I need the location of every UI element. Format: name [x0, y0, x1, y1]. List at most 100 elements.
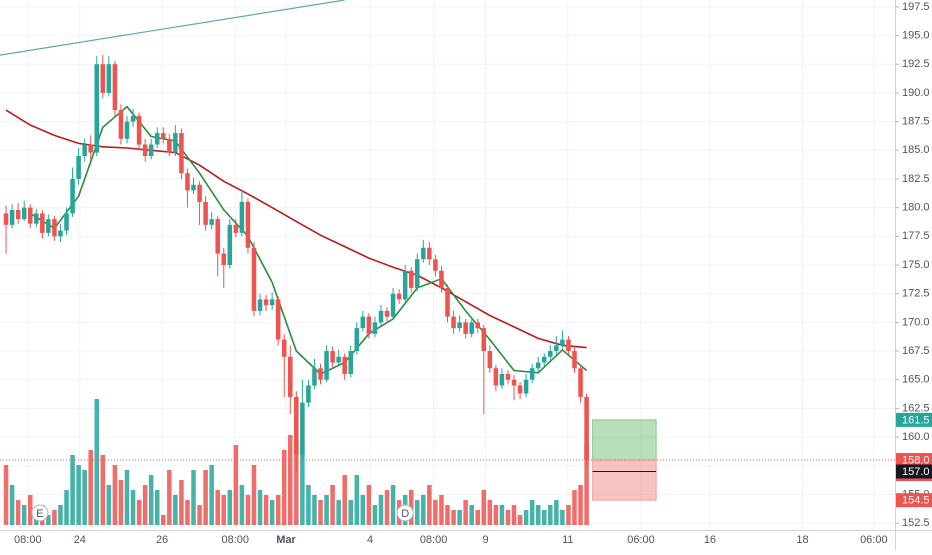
candle-body [433, 259, 438, 271]
price-tag [896, 453, 932, 468]
candle-body [493, 368, 499, 386]
volume-bar [88, 450, 93, 525]
candle-body [167, 138, 172, 153]
volume-bar [64, 490, 69, 525]
candle-body [148, 144, 154, 157]
candle-body [136, 115, 142, 145]
price-tag-label: 157.0 [902, 466, 930, 478]
moving-average [0, 0, 345, 56]
candle-body [245, 201, 251, 248]
volume-bar [173, 495, 178, 525]
x-tick-label: 08:00 [14, 534, 42, 546]
volume-bar [142, 485, 148, 525]
volume-bar [233, 445, 239, 525]
candle-body [396, 293, 402, 300]
candle-body [457, 322, 462, 329]
target-zone [592, 419, 657, 461]
x-tick-label: 18 [796, 534, 808, 546]
volume-bar [306, 485, 311, 525]
y-tick-label: 162.5 [902, 402, 930, 414]
price-tag-label: 154.5 [902, 495, 930, 507]
candle-body [52, 219, 57, 237]
volume-bar [578, 485, 583, 525]
candle-body [548, 351, 553, 357]
volume-bar [433, 500, 438, 525]
y-tick-label: 190.0 [902, 87, 930, 99]
volume-bar [554, 500, 559, 525]
stop-zone [592, 459, 657, 501]
volume-bar [100, 455, 106, 525]
volume-bar [197, 505, 202, 525]
candle-body [154, 133, 160, 145]
candle-body [463, 322, 468, 334]
x-tick-label: 26 [156, 534, 168, 546]
candle-body [58, 230, 63, 237]
volume-bar [372, 505, 378, 525]
candle-body [402, 270, 408, 300]
volume-bar [215, 490, 220, 525]
candle-body [191, 184, 196, 191]
x-tick-label: 16 [704, 534, 716, 546]
volume-bar [76, 465, 81, 525]
candle-body [318, 368, 323, 380]
y-tick-label: 180.0 [902, 202, 930, 214]
candle-body [173, 133, 178, 153]
volume-bar [300, 445, 305, 525]
volume-bar [548, 505, 553, 525]
candle-body [306, 385, 311, 403]
moving-average [5, 109, 587, 349]
candle-body [354, 328, 360, 352]
candle-body [281, 339, 287, 357]
volume-bar [469, 505, 474, 525]
volume-bar [378, 495, 384, 525]
y-tick-label: 175.0 [902, 259, 930, 271]
volume-bar [94, 399, 100, 525]
x-tick-label: 08:00 [420, 534, 448, 546]
candle-body [566, 339, 571, 352]
volume-bar [203, 470, 208, 525]
candle-body [427, 247, 432, 260]
candle-body [161, 133, 166, 139]
volume-bar [46, 515, 51, 525]
volume-bar [481, 490, 487, 525]
volume-bar [209, 465, 214, 525]
candle-body [215, 219, 220, 254]
candle-body [451, 316, 456, 329]
y-tick-label: 182.5 [902, 173, 930, 185]
y-tick-label: 187.5 [902, 116, 930, 128]
candle-body [421, 247, 426, 260]
candle-body [179, 133, 184, 174]
volume-bar [324, 495, 329, 525]
volume-bar [584, 445, 589, 525]
candle-body [408, 270, 414, 288]
candle-body [342, 356, 347, 374]
candle-body [445, 287, 450, 317]
volume-bar [487, 500, 493, 525]
candle-body [3, 213, 9, 225]
candle-body [511, 379, 517, 386]
volume-bar [58, 505, 63, 525]
candle-body [312, 368, 317, 386]
price-tag [896, 464, 932, 479]
candle-body [360, 316, 366, 329]
volume-bar [354, 475, 360, 525]
volume-bar [70, 455, 75, 525]
price-tag [896, 493, 932, 508]
volume-bar [191, 470, 196, 525]
candle-body [324, 351, 329, 380]
candle-body [475, 322, 481, 329]
y-tick-label: 177.5 [902, 230, 930, 242]
candle-body [523, 379, 529, 394]
candle-body [34, 213, 39, 224]
candle-body [27, 207, 33, 224]
volume-bar [505, 510, 511, 525]
candle-body [499, 373, 505, 386]
y-tick-label: 185.0 [902, 144, 930, 156]
volume-bar [499, 505, 505, 525]
candle-body [336, 356, 341, 363]
price-tag [896, 412, 932, 427]
volume-bar [136, 500, 142, 525]
volume-bar [3, 465, 9, 525]
volume-bar [427, 485, 432, 525]
